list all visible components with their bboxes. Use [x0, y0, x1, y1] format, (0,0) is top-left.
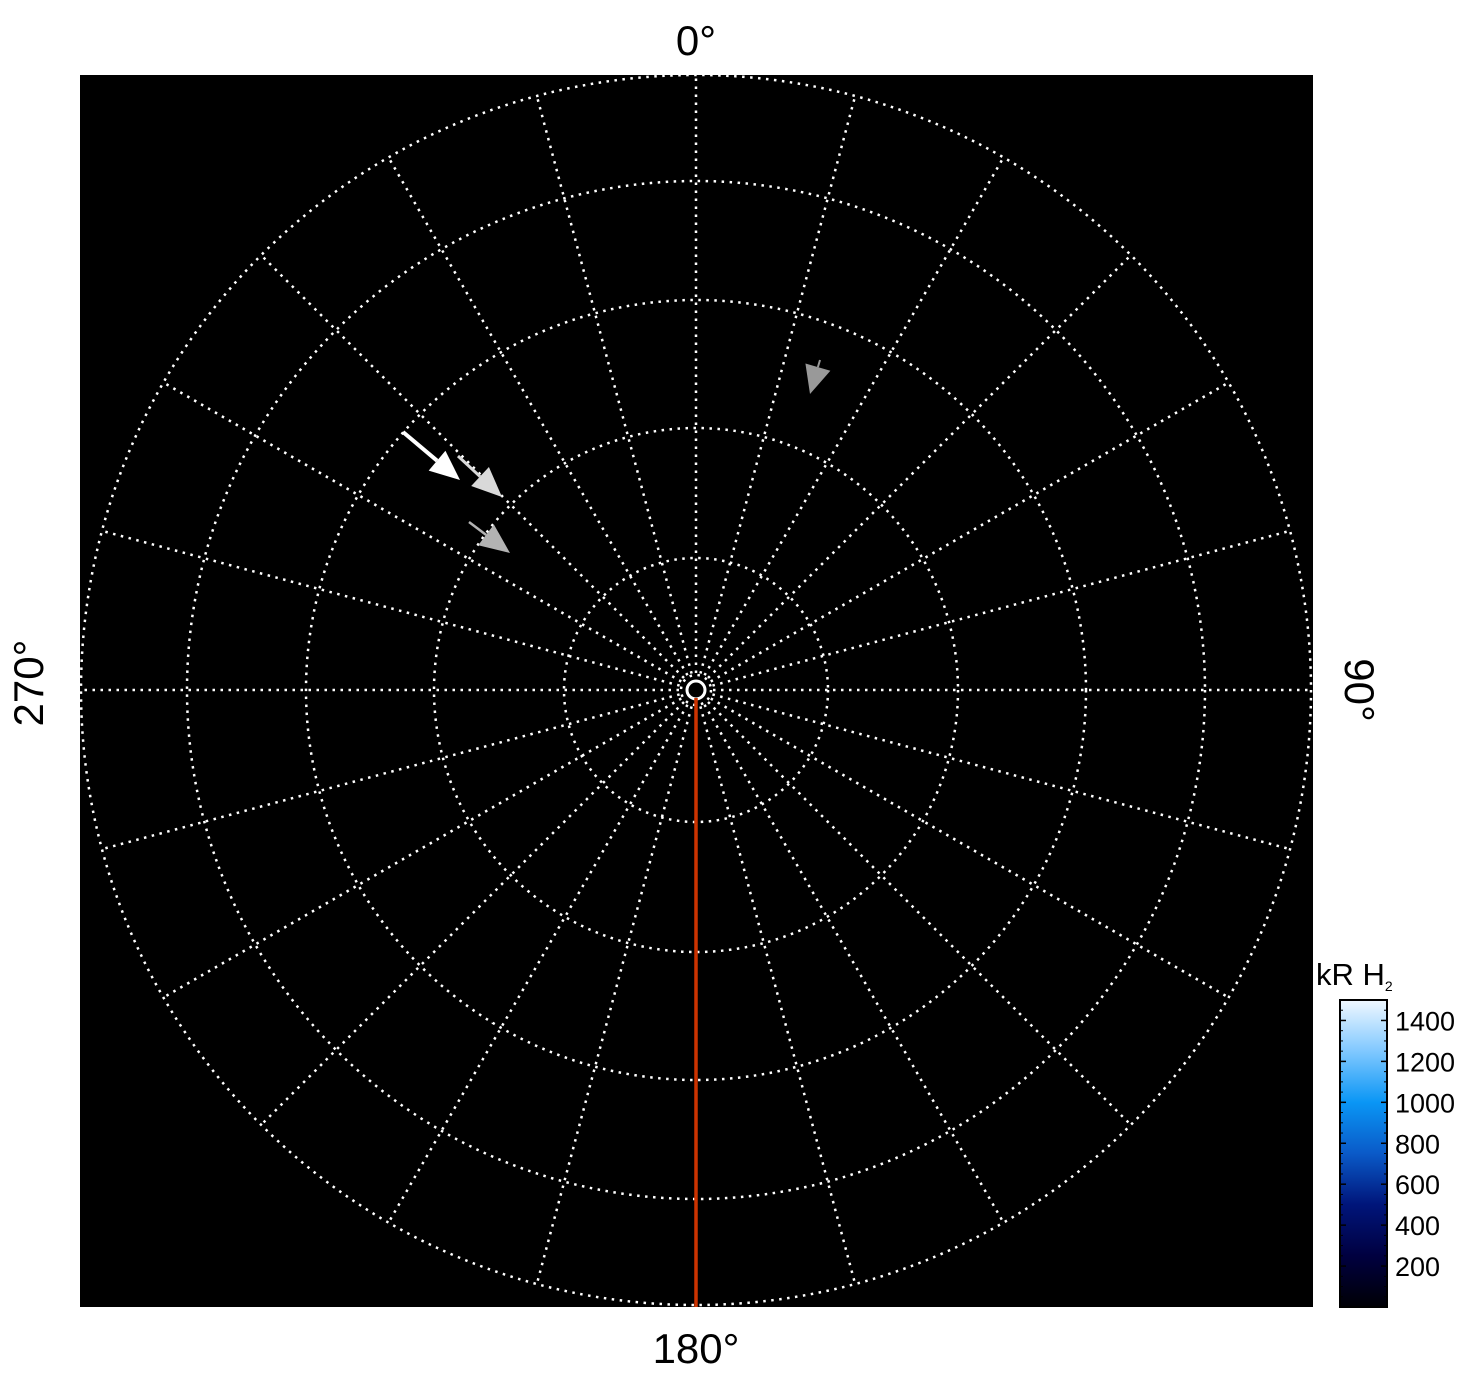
colorbar-tick-label: 1200: [1395, 1047, 1455, 1077]
colorbar-tick-label: 1400: [1395, 1006, 1455, 1036]
angle-label-270: 270°: [5, 640, 52, 727]
grid-ring-3: [304, 298, 1088, 1082]
grid-spoke-135: [707, 701, 1132, 1126]
grid-spoke-300: [162, 381, 682, 683]
colorbar-ticks: 200 400 600 800 1000 1200 1400: [1340, 999, 1455, 1308]
angle-label-90: 90°: [1336, 658, 1383, 722]
arrow-group: [401, 359, 831, 553]
grid-spoke-15: [699, 95, 857, 674]
colorbar-tick-label: 200: [1395, 1252, 1440, 1282]
grid-ring-5: [79, 73, 1313, 1307]
grid-spoke-330: [387, 156, 689, 676]
colorbar-tick-label: 400: [1395, 1211, 1440, 1241]
grid-spoke-210: [387, 704, 689, 1224]
grid-spoke-60: [710, 381, 1230, 683]
arrow-3: [468, 521, 510, 553]
colorbar-tick-label: 800: [1395, 1129, 1440, 1159]
grid-spoke-285: [101, 529, 680, 687]
grid-spoke-150: [703, 704, 1005, 1224]
colorbar: kR H2 200 400 600 800 1000 1200 1400: [1316, 957, 1455, 1308]
grid-ring-1: [562, 556, 830, 824]
colorbar-tick-label: 1000: [1395, 1088, 1455, 1118]
arrow-4: [805, 359, 831, 394]
colorbar-gradient: [1339, 999, 1388, 1308]
arrow-1: [401, 430, 460, 480]
grid-spoke-195: [535, 706, 693, 1285]
grid-spoke-75: [712, 529, 1291, 687]
grid-spoke-45: [707, 254, 1132, 679]
colorbar-tick-label: 600: [1395, 1170, 1440, 1200]
grid-spoke-315: [260, 254, 685, 679]
grid-ring-inner: [679, 673, 713, 707]
grid-spoke-30: [703, 156, 1005, 676]
angle-label-0: 0°: [676, 17, 716, 64]
colorbar-title: kR H2: [1316, 957, 1393, 994]
arrow-2: [456, 454, 502, 497]
grid-ring-2: [432, 426, 960, 954]
grid-spoke-105: [712, 693, 1291, 851]
grid-spoke-240: [162, 697, 682, 999]
grid-spoke-225: [260, 701, 685, 1126]
grid-spoke-120: [710, 697, 1230, 999]
polar-grid: [79, 73, 1313, 1307]
angle-labels: 0° 90° 180° 270°: [5, 17, 1383, 1372]
grid-spoke-345: [535, 95, 693, 674]
grid-spoke-255: [101, 693, 680, 851]
grid-spoke-165: [699, 706, 857, 1285]
angle-label-180: 180°: [653, 1325, 740, 1372]
grid-ring-4: [185, 179, 1207, 1201]
